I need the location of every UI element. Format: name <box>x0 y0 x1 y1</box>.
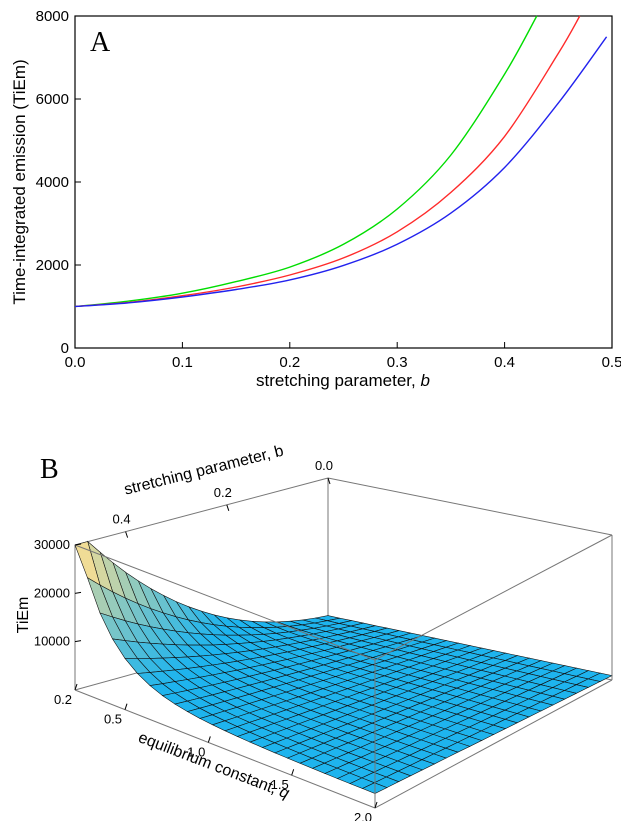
series-line-2 <box>75 16 580 307</box>
panel-a-letter: A <box>90 27 111 58</box>
y-tick-label: 0 <box>61 340 69 357</box>
b-tick-mark <box>227 505 229 511</box>
panel-b-letter: B <box>40 454 59 485</box>
series-line-1 <box>75 16 537 307</box>
panel-a-y-axis-label: Time-integrated emission (TiEm) <box>10 59 29 304</box>
panel-a-x-axis-label: stretching parameter, b <box>256 371 430 390</box>
q-tick-label: 0.5 <box>104 712 122 727</box>
panel-b-z-axis-label: TiEm <box>15 597 32 634</box>
z-tick-mark <box>75 641 81 642</box>
panel-a-x-ticks: 0.0 0.1 0.2 0.3 0.4 0.5 <box>65 342 621 371</box>
panel-a-series <box>75 16 607 307</box>
series-line-3 <box>75 37 607 307</box>
x-tick-label: 0.2 <box>279 354 300 371</box>
b-tick-mark <box>126 532 128 538</box>
panel-a-y-ticks: 0 2000 4000 6000 8000 <box>36 8 81 357</box>
b-tick-label: 0.4 <box>113 512 131 527</box>
z-tick-label: 10000 <box>34 634 70 649</box>
y-tick-label: 2000 <box>36 257 69 274</box>
x-tick-label: 0.5 <box>602 354 621 371</box>
box-edge <box>328 478 612 535</box>
q-tick-mark <box>208 736 210 742</box>
q-tick-label: 2.0 <box>354 810 372 821</box>
box-edge <box>375 535 612 660</box>
y-tick-label: 8000 <box>36 8 69 25</box>
q-tick-label: 0.2 <box>54 692 72 707</box>
y-tick-label: 6000 <box>36 91 69 108</box>
x-tick-label: 0.4 <box>494 354 515 371</box>
b-tick-label: 0.0 <box>315 458 333 473</box>
x-tick-label: 0.1 <box>172 354 193 371</box>
panel-b-b-axis-label: stretching parameter, b <box>122 443 285 499</box>
b-tick-label: 0.2 <box>214 485 232 500</box>
panel-b: B 3000020000100000.00.20.40.20.51.01.52.… <box>15 443 612 821</box>
q-tick-mark <box>292 769 294 775</box>
z-tick-label: 20000 <box>34 585 70 600</box>
z-tick-mark <box>75 592 81 593</box>
z-tick-label: 30000 <box>34 537 70 552</box>
panel-b-surface <box>75 542 612 794</box>
q-tick-mark <box>125 704 127 710</box>
x-tick-label: 0.3 <box>387 354 408 371</box>
y-tick-label: 4000 <box>36 174 69 191</box>
